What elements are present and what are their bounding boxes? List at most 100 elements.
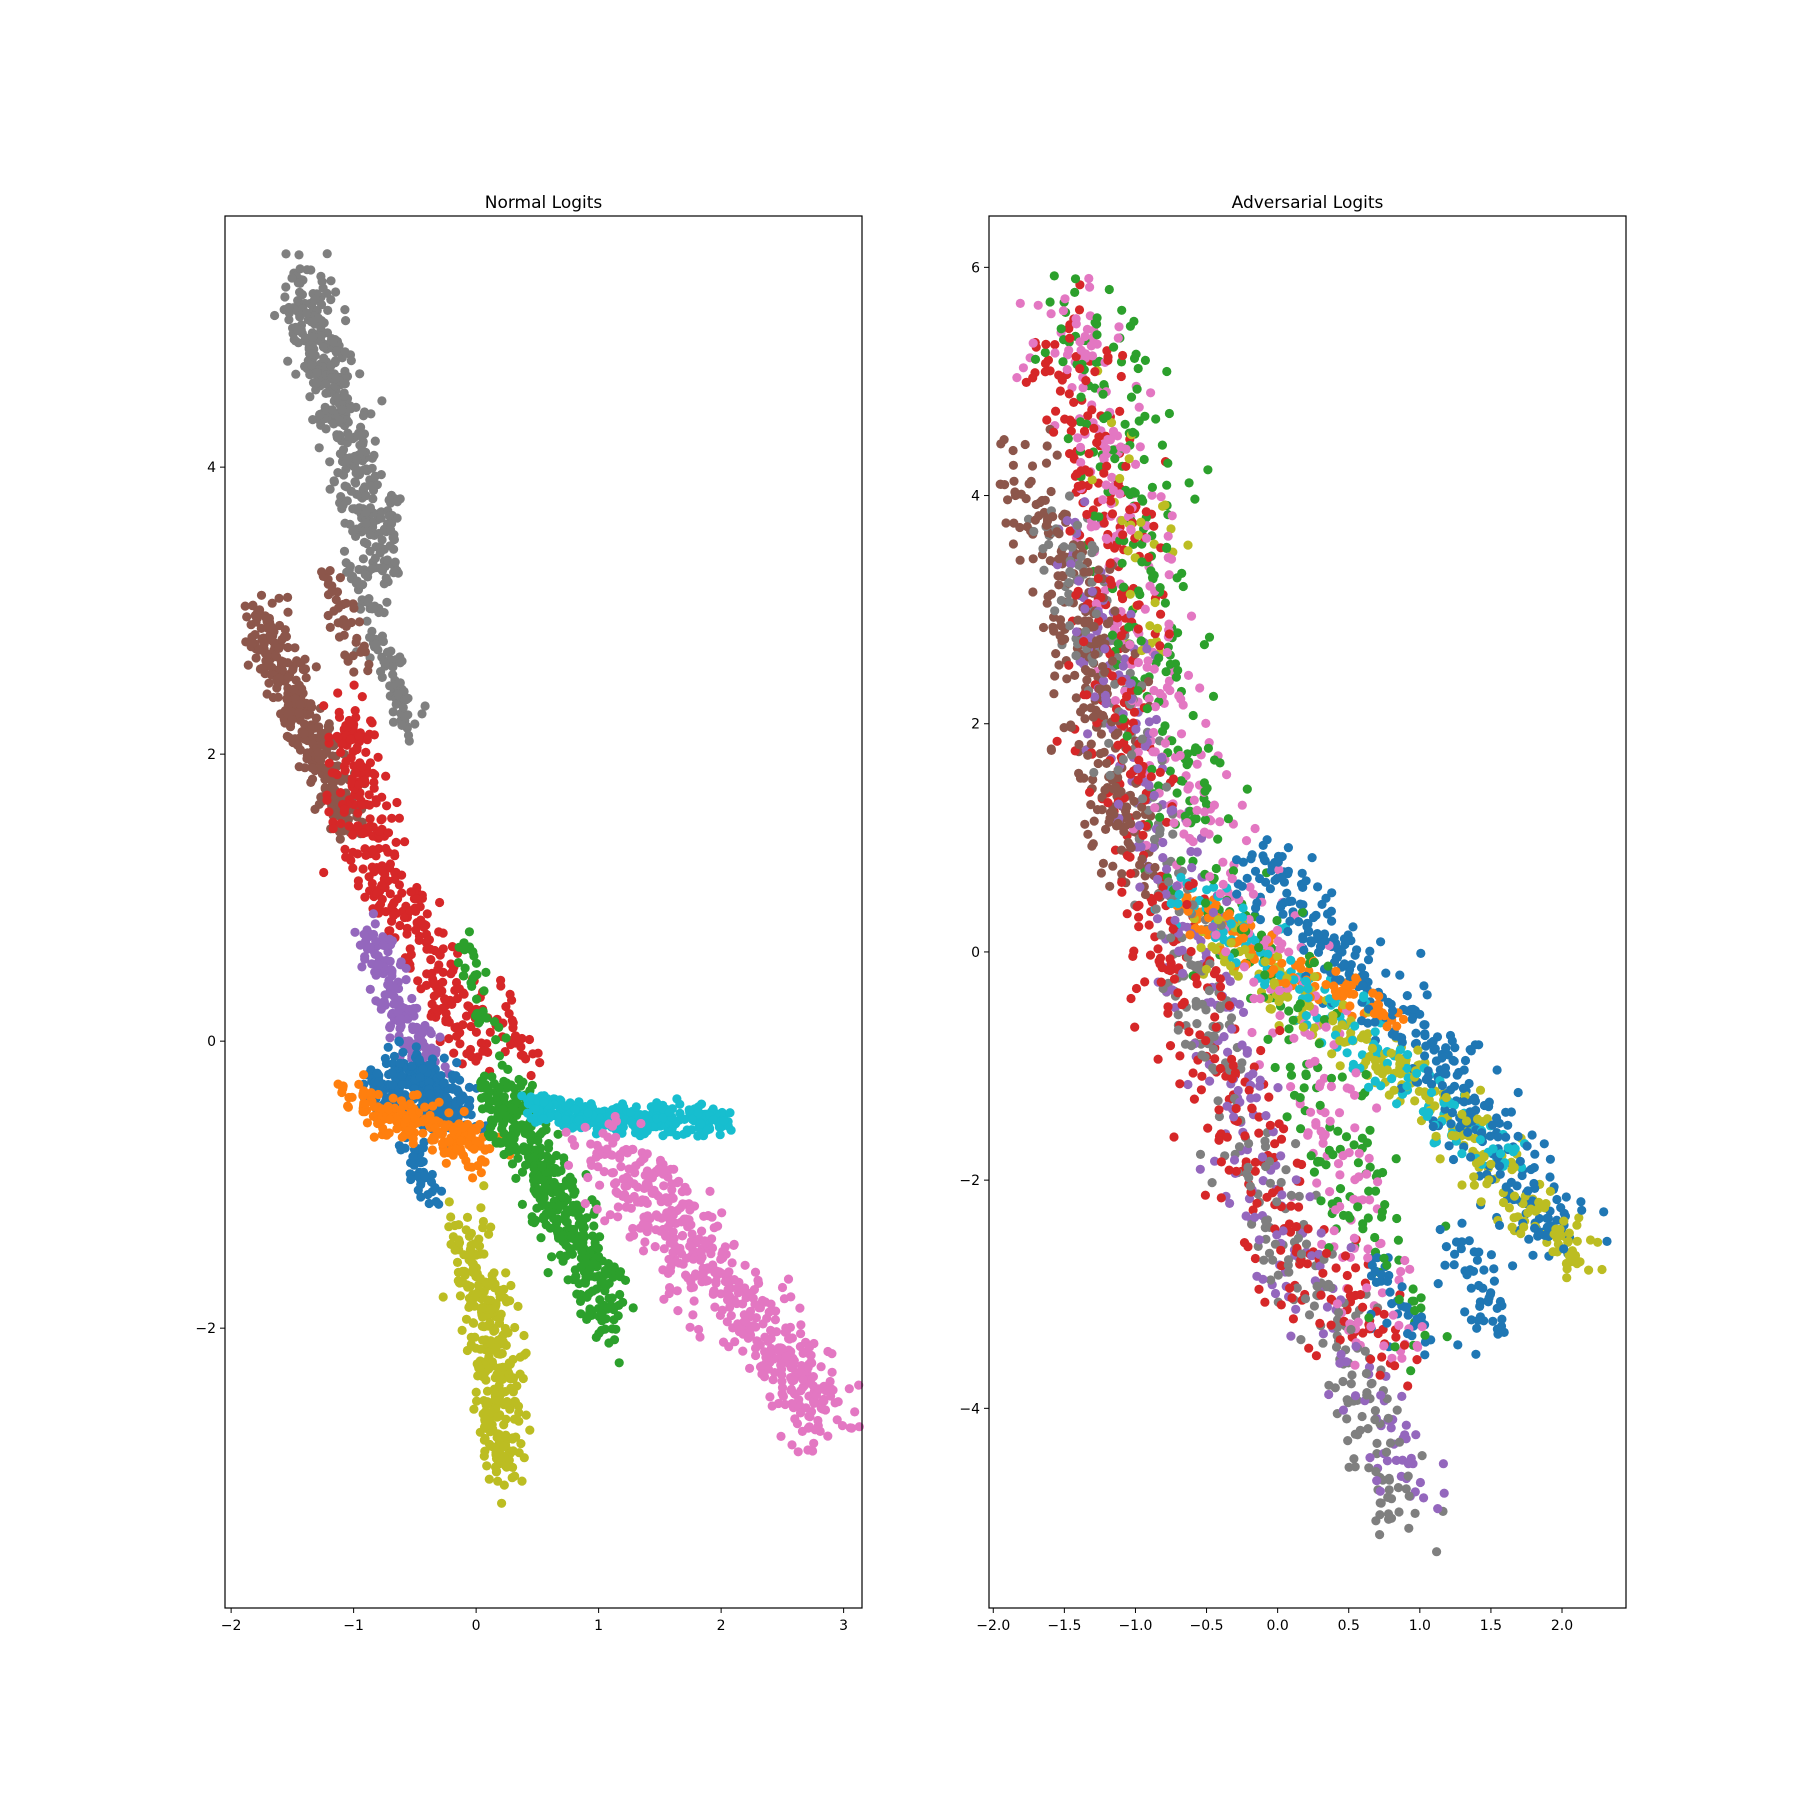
scatter-point (319, 353, 329, 363)
scatter-point (362, 616, 372, 626)
scatter-point (288, 665, 298, 675)
scatter-point (340, 844, 350, 855)
scatter-point (360, 892, 370, 902)
scatter-point (795, 1342, 806, 1352)
scatter-point (293, 325, 303, 336)
scatter-point (823, 1431, 833, 1441)
scatter-point (659, 1294, 669, 1304)
scatter-point (1183, 540, 1193, 550)
scatter-point (281, 249, 291, 259)
scatter-point (796, 1386, 806, 1396)
scatter-point (551, 1181, 561, 1191)
scatter-point (359, 929, 369, 939)
scatter-point (669, 1164, 679, 1174)
scatter-point (298, 664, 308, 675)
scatter-point (663, 1222, 673, 1232)
scatter-point (394, 813, 404, 823)
scatter-point (444, 1108, 454, 1118)
scatter-point (283, 607, 293, 617)
scatter-point (636, 1118, 646, 1129)
scatter-point (700, 1238, 711, 1248)
scatter-point (396, 1105, 406, 1115)
scatter-point (575, 1296, 586, 1306)
scatter-point (1486, 1250, 1496, 1260)
scatter-point (471, 958, 481, 968)
scatter-point (435, 1129, 445, 1139)
scatter-point (480, 1079, 491, 1090)
scatter-point (323, 579, 333, 589)
scatter-point (844, 1384, 854, 1394)
scatter-point (638, 1154, 648, 1164)
scatter-point (501, 1033, 511, 1043)
scatter-point (713, 1221, 723, 1231)
scatter-point (357, 800, 367, 810)
scatter-point (289, 334, 299, 345)
scatter-point (469, 1318, 479, 1328)
scatter-point (341, 598, 351, 608)
scatter-point (385, 1114, 395, 1125)
scatter-point (544, 1139, 554, 1149)
scatter-point (352, 742, 362, 753)
scatter-point (394, 1037, 404, 1047)
scatter-point (577, 1247, 587, 1257)
scatter-point (498, 1387, 508, 1397)
scatter-point (395, 1023, 405, 1034)
scatter-point (468, 1266, 478, 1276)
scatter-point (1051, 649, 1061, 659)
scatter-point (1105, 881, 1115, 891)
scatter-point (399, 912, 409, 923)
scatter-point (376, 470, 386, 480)
scatter-point (783, 1274, 794, 1284)
scatter-point (712, 1267, 722, 1277)
scatter-point (378, 940, 389, 951)
scatter-point (667, 1185, 677, 1195)
scatter-point (1049, 271, 1059, 281)
scatter-point (628, 1303, 638, 1313)
scatter-point (263, 613, 273, 623)
scatter-point (644, 1168, 654, 1178)
scatter-point (1008, 445, 1018, 456)
scatter-point (1337, 1072, 1347, 1082)
scatter-point (1335, 1170, 1345, 1180)
scatter-point (582, 1312, 592, 1322)
scatter-point (828, 1385, 838, 1395)
scatter-point (322, 249, 332, 259)
scatter-point (422, 909, 432, 919)
scatter-point (391, 837, 401, 848)
scatter-point (369, 783, 379, 793)
scatter-point (1248, 889, 1258, 899)
scatter-point (732, 1298, 742, 1309)
scatter-point (393, 1007, 403, 1017)
scatter-point (628, 1144, 638, 1155)
scatter-point (406, 1174, 416, 1185)
scatter-point (321, 388, 331, 398)
scatter-point (455, 1075, 465, 1085)
scatter-point (472, 970, 482, 980)
scatter-point (389, 1051, 399, 1061)
scatter-point (333, 688, 343, 698)
scatter-point (354, 791, 364, 802)
scatter-point (613, 1212, 623, 1222)
scatter-point (270, 310, 280, 321)
scatter-point (368, 909, 378, 919)
scatter-point (1009, 476, 1019, 486)
scatter-point (444, 1222, 454, 1232)
scatter-point (501, 1268, 511, 1278)
scatter-point (459, 971, 469, 981)
scatter-point (516, 1081, 526, 1091)
scatter-point (472, 1396, 482, 1406)
scatter-point (789, 1356, 799, 1366)
scatter-point (530, 1104, 540, 1114)
scatter-point (488, 1130, 498, 1140)
scatter-point (355, 369, 365, 379)
scatter-point (1470, 1096, 1480, 1106)
scatter-point (440, 994, 450, 1004)
scatter-point (1234, 1142, 1245, 1152)
scatter-point (1552, 1194, 1562, 1205)
scatter-point (1161, 667, 1171, 677)
scatter-point (348, 830, 358, 840)
scatter-point (388, 707, 398, 717)
scatter-point (561, 1127, 571, 1137)
scatter-point (313, 747, 323, 757)
scatter-point (1050, 671, 1060, 681)
